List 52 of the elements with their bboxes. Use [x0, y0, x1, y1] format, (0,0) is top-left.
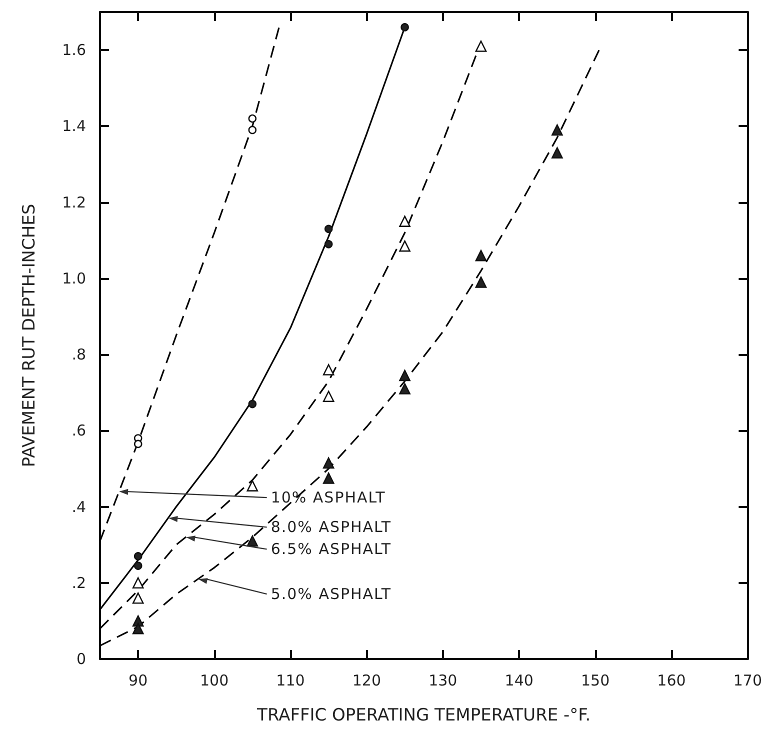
point: [475, 250, 487, 262]
point: [399, 216, 410, 227]
point: [475, 276, 487, 288]
x-tick-label: 120: [352, 672, 382, 690]
point: [322, 390, 334, 402]
annotation: 6.5% ASPHALT: [270, 540, 392, 558]
point: [552, 124, 563, 136]
y-tick-label: 1.6: [62, 41, 86, 60]
x-tick-label: 150: [580, 672, 610, 690]
y-axis-title: PAVEMENT RUT DEPTH-INCHES: [20, 204, 40, 468]
y-tick-label: 1.0: [62, 269, 86, 288]
y-tick-label: .2: [72, 574, 86, 592]
point: [132, 577, 144, 589]
point: [248, 114, 257, 123]
point: [246, 480, 258, 492]
y-tick-label: 1.4: [62, 117, 86, 136]
y-tick-label: 0: [76, 650, 86, 668]
x-tick-label: 170: [733, 672, 762, 690]
point: [134, 552, 142, 560]
point: [399, 370, 410, 382]
y-tick-label: .4: [72, 498, 86, 516]
annotation: 10% ASPHALT: [270, 488, 386, 507]
y-tick-label: .6: [72, 422, 86, 440]
x-tick-label: 100: [200, 672, 229, 690]
point: [248, 400, 257, 408]
x-tick-label: 110: [276, 672, 305, 690]
point: [134, 562, 142, 570]
point: [248, 126, 257, 134]
point: [399, 383, 410, 394]
point: [322, 457, 334, 469]
point: [132, 622, 144, 634]
annotation: 5.0% ASPHALT: [270, 585, 392, 604]
point: [322, 364, 334, 376]
point: [399, 240, 410, 252]
point: [322, 472, 334, 484]
x-tick-label: 130: [428, 672, 458, 690]
point: [400, 23, 409, 32]
x-tick-label: 160: [657, 672, 686, 690]
annotation: 8.0% ASPHALT: [270, 518, 392, 536]
point: [324, 224, 333, 234]
point: [475, 40, 487, 52]
point: [552, 147, 563, 158]
point: [132, 592, 144, 604]
x-tick-label: 90: [128, 672, 148, 690]
x-tick-label: 140: [504, 672, 534, 690]
point: [134, 440, 142, 448]
y-tick-label: .8: [72, 346, 86, 364]
line-series: [99, 49, 600, 646]
point: [246, 535, 258, 547]
point: [324, 240, 333, 248]
x-axis-title: TRAFFIC OPERATING TEMPERATURE -°F.: [256, 706, 591, 726]
y-tick-label: 1.2: [62, 193, 86, 212]
